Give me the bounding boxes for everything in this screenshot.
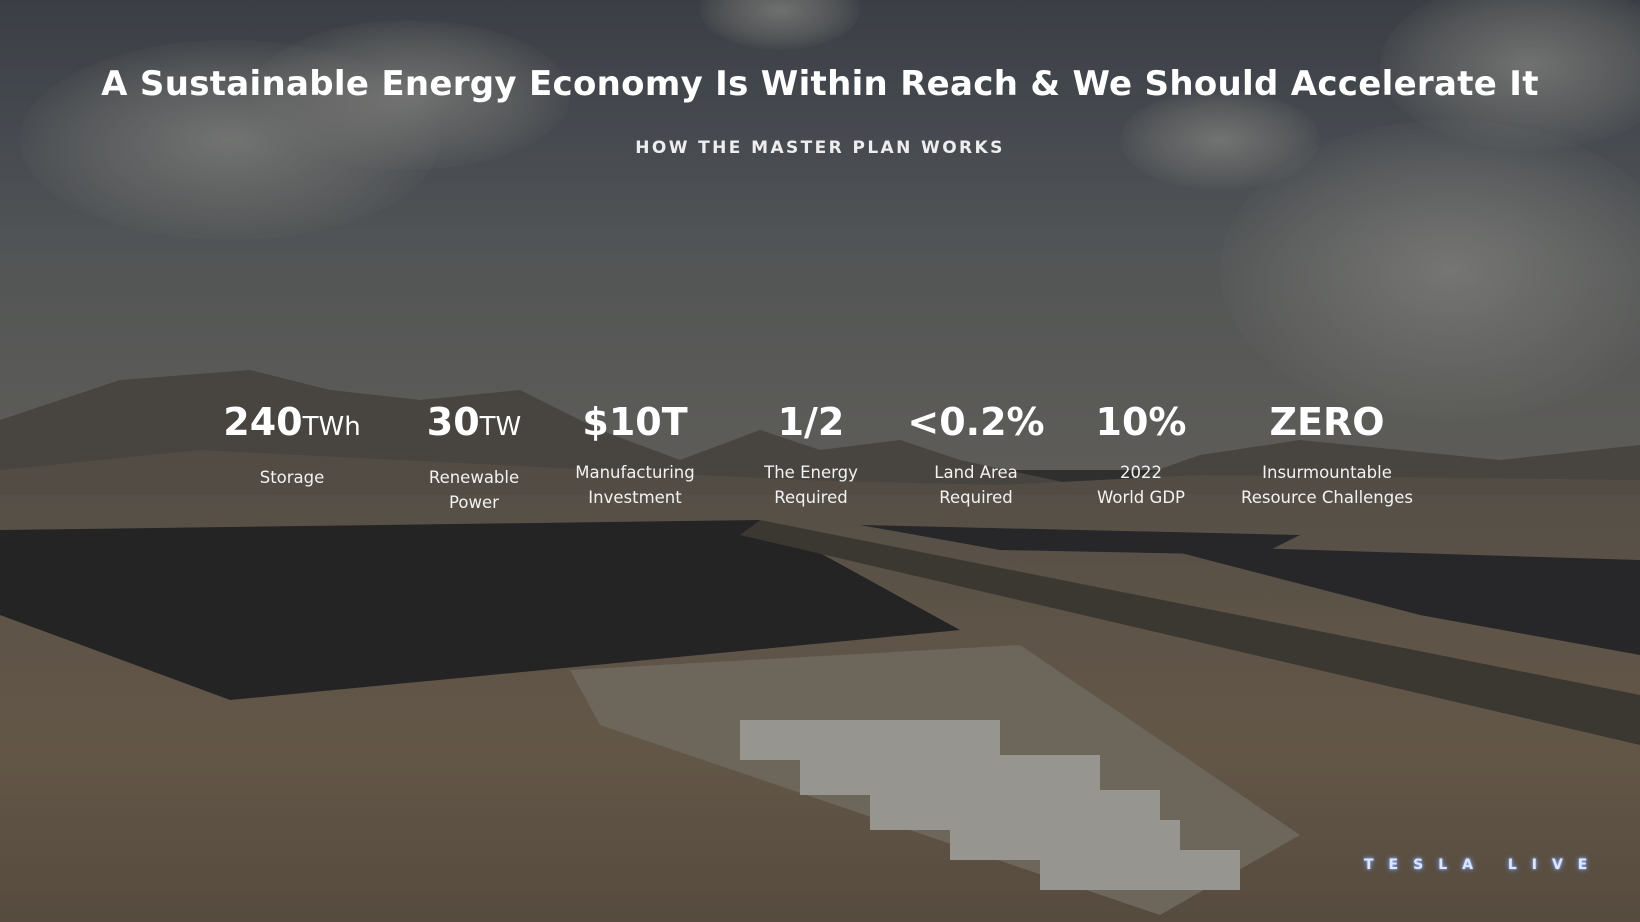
stat-value: 10%	[1031, 398, 1251, 446]
stat-storage: 240TWh Storage	[182, 398, 402, 490]
stat-label: Land Area Required	[934, 463, 1018, 507]
stat-resource-challenges: ZERO Insurmountable Resource Challenges	[1217, 398, 1437, 510]
stat-label: Renewable Power	[428, 468, 520, 512]
stat-number: 1/2	[777, 400, 845, 444]
cloud	[1220, 120, 1640, 420]
stat-label: Insurmountable Resource Challenges	[1240, 463, 1413, 507]
slide-subtitle: HOW THE MASTER PLAN WORKS	[635, 138, 1005, 158]
stat-unit: TW	[479, 412, 522, 442]
stat-land-area: <0.2% Land Area Required	[866, 398, 1086, 510]
stat-energy-required: 1/2 The Energy Required	[701, 398, 921, 510]
stat-value: $10T	[525, 398, 745, 446]
slide-title: A Sustainable Energy Economy Is Within R…	[101, 64, 1539, 104]
stat-number: ZERO	[1269, 400, 1385, 444]
stat-number: 10%	[1095, 400, 1187, 444]
stat-value: 1/2	[701, 398, 921, 446]
stat-label: Storage	[259, 468, 325, 487]
stat-label: The Energy Required	[764, 463, 858, 507]
stat-manufacturing-investment: $10T Manufacturing Investment	[525, 398, 745, 510]
stat-number: 30	[426, 400, 480, 444]
cloud	[250, 20, 570, 170]
stat-number: 240	[223, 400, 303, 444]
tesla-live-logo: TESLA LIVE	[1364, 857, 1603, 873]
stat-world-gdp: 10% 2022 World GDP	[1031, 398, 1251, 510]
stat-unit: TWh	[302, 412, 361, 442]
stat-renewable-power: 30TW Renewable Power	[364, 398, 584, 515]
solar-farm	[0, 520, 1640, 915]
stat-label: Manufacturing Investment	[575, 463, 695, 507]
stat-value: 30TW	[364, 398, 584, 451]
battery-units	[740, 720, 1240, 890]
stat-number: $10T	[582, 400, 688, 444]
cloud	[1380, 0, 1640, 150]
stat-number: <0.2%	[907, 400, 1045, 444]
stat-value: 240TWh	[182, 398, 402, 451]
stat-value: ZERO	[1217, 398, 1437, 446]
stat-label: 2022 World GDP	[1097, 463, 1185, 507]
stat-value: <0.2%	[866, 398, 1086, 446]
